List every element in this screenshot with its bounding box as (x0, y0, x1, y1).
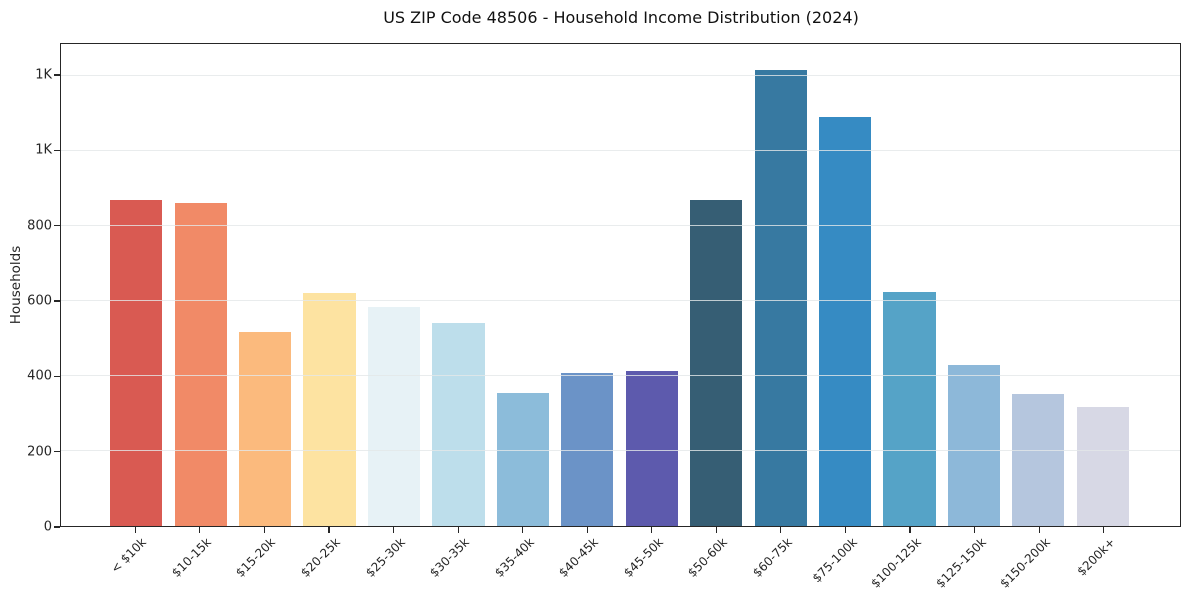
x-tick-mark (199, 527, 201, 533)
plot-area (60, 43, 1181, 527)
x-tick-mark (328, 527, 330, 533)
bar-$40-45k (561, 372, 614, 526)
x-tick-mark (909, 527, 911, 533)
bar-slot (104, 44, 168, 526)
x-tick-mark (1103, 527, 1105, 533)
bar-$100-125k (883, 291, 936, 526)
y-tick-mark (54, 375, 60, 377)
bar-$15-20k (239, 331, 292, 526)
x-tick-mark (263, 527, 265, 533)
bar-$20-25k (303, 293, 356, 526)
bar-slot (748, 44, 812, 526)
y-tick-mark (54, 149, 60, 151)
bar-$10-15k (174, 202, 227, 526)
bar-slot (297, 44, 361, 526)
x-tick-mark (780, 527, 782, 533)
bar-slot (620, 44, 684, 526)
y-tick-mark (54, 225, 60, 227)
bar-slot (942, 44, 1006, 526)
x-tick-mark (651, 527, 653, 533)
y-tick-label: 1K (35, 67, 52, 83)
x-tick-mark (974, 527, 976, 533)
bar-slot (555, 44, 619, 526)
y-tick-mark (54, 451, 60, 453)
x-tick-mark (522, 527, 524, 533)
chart-title: US ZIP Code 48506 - Household Income Dis… (383, 8, 859, 27)
y-tick-label: 200 (27, 444, 52, 460)
bar-slot (491, 44, 555, 526)
y-tick-label: 800 (27, 218, 52, 234)
x-tick-label: < $10k (108, 535, 150, 576)
bars-container (61, 44, 1180, 526)
bar-$45-50k (625, 371, 678, 526)
bar-slot (362, 44, 426, 526)
x-tick-mark (715, 527, 717, 533)
y-tick-label: 1K (35, 142, 52, 158)
x-tick-mark (134, 527, 136, 533)
y-axis-label: Households (8, 245, 24, 325)
bar-$75-100k (818, 117, 872, 526)
y-tick-label: 400 (27, 368, 52, 384)
bar-slot (1006, 44, 1070, 526)
bar-$150-200k (1012, 394, 1065, 526)
bar-slot (233, 44, 297, 526)
bar-slot (426, 44, 490, 526)
bar-$35-40k (496, 392, 549, 526)
bar-$60-75k (754, 69, 807, 526)
bar-$25-30k (367, 307, 421, 526)
bar-slot (684, 44, 748, 526)
bar-$50-60k (690, 200, 743, 526)
bar-slot (1071, 44, 1135, 526)
y-tick-label: 600 (27, 293, 52, 309)
bar-< $10k (110, 199, 163, 526)
x-tick-mark (586, 527, 588, 533)
x-tick-mark (392, 527, 395, 533)
bar-$200k+ (1076, 407, 1129, 526)
y-tick-mark (54, 74, 60, 76)
x-tick-mark (457, 527, 459, 533)
bar-$30-35k (432, 322, 485, 526)
bar-$125-150k (947, 364, 1000, 526)
x-tick-mark (1038, 527, 1040, 533)
y-tick-mark (54, 300, 60, 302)
x-tick-mark (844, 527, 847, 533)
y-tick-mark (54, 526, 60, 528)
bar-slot (168, 44, 232, 526)
bar-slot (877, 44, 941, 526)
bar-slot (813, 44, 877, 526)
y-tick-label: 0 (43, 519, 52, 535)
